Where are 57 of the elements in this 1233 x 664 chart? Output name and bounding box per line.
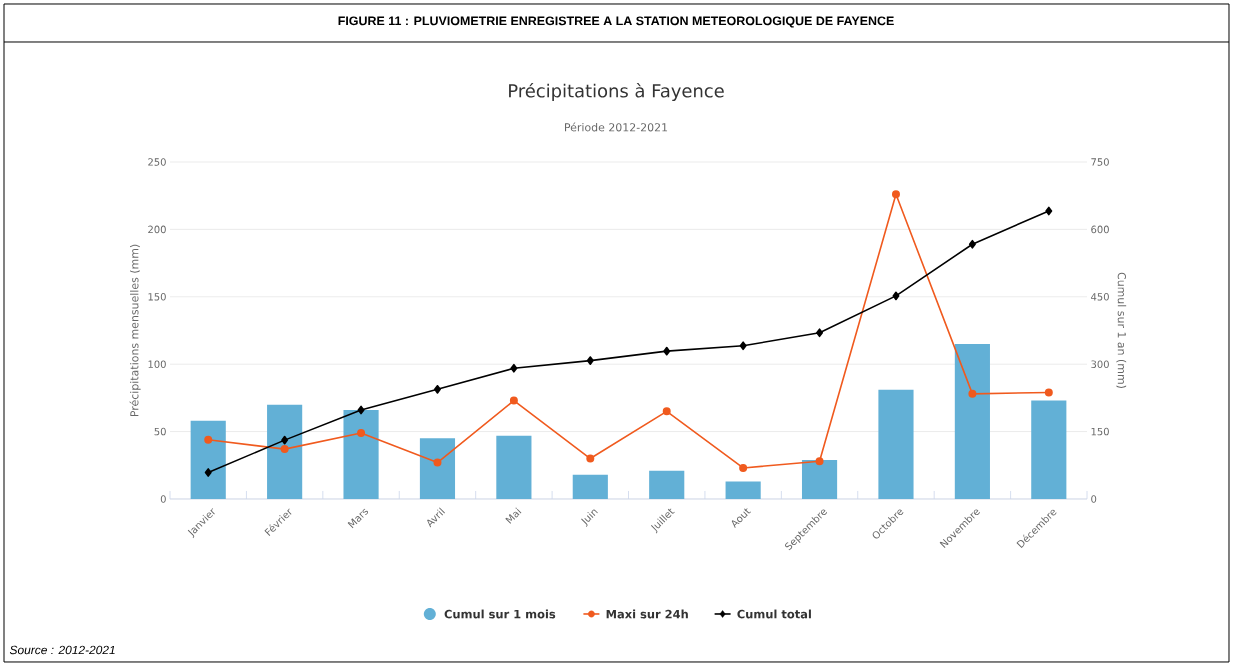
point xyxy=(357,428,366,437)
point xyxy=(509,396,518,405)
point xyxy=(281,435,289,445)
bar xyxy=(649,470,685,499)
bar xyxy=(572,474,608,499)
point xyxy=(510,363,518,373)
bar xyxy=(419,438,456,499)
point xyxy=(204,468,212,477)
y-tick-label: 150 xyxy=(148,293,166,301)
y2-tick-label: 150 xyxy=(1091,427,1109,436)
bar xyxy=(801,459,838,499)
point xyxy=(892,291,900,301)
y-tick-label: 0 xyxy=(160,495,166,503)
y-axis-title: Précipitations mensuelles (mm) xyxy=(129,244,141,417)
y2-tick-label: 450 xyxy=(1091,293,1109,301)
y2-tick-label: 300 xyxy=(1091,360,1109,368)
point xyxy=(280,445,289,454)
point xyxy=(739,463,748,472)
point xyxy=(891,190,900,199)
bar xyxy=(190,420,226,499)
bar xyxy=(267,404,303,499)
point xyxy=(662,407,671,416)
point xyxy=(204,435,213,444)
caption: FIGURE 11 : PLUVIOMETRIE ENREGISTREE A LA STATION METEOROLOGIQUE DE FAYENCE xyxy=(338,16,894,28)
y-tick-label: 250 xyxy=(148,158,166,166)
legend-label: Cumul sur 1 mois xyxy=(444,609,556,619)
point xyxy=(433,384,441,394)
y2-tick-label: 0 xyxy=(1091,495,1097,503)
point xyxy=(739,341,747,351)
legend-label: Maxi sur 24h xyxy=(606,609,688,619)
chart-subtitle: Période 2012-2021 xyxy=(565,122,668,132)
bar xyxy=(954,343,990,499)
y-tick-label: 100 xyxy=(148,360,166,368)
bar xyxy=(878,389,914,499)
point xyxy=(433,458,442,467)
point xyxy=(1044,388,1053,397)
source-note: Source : 2012-2021 xyxy=(9,645,115,655)
point xyxy=(663,346,671,356)
y2-tick-label: 600 xyxy=(1091,225,1109,234)
point xyxy=(357,405,365,415)
point xyxy=(968,389,977,398)
point xyxy=(816,328,824,338)
bar xyxy=(725,481,761,499)
legend-label: Cumul total xyxy=(737,609,811,619)
bar xyxy=(496,435,532,499)
y2-axis-title: Cumul sur 1 an (mm) xyxy=(1116,272,1127,388)
point xyxy=(1045,206,1053,216)
point xyxy=(586,454,595,463)
y-tick-label: 50 xyxy=(154,427,166,436)
bar xyxy=(1031,400,1067,499)
point xyxy=(586,356,594,365)
point xyxy=(815,457,824,466)
y-tick-label: 200 xyxy=(148,225,166,234)
bar xyxy=(343,410,379,499)
chart-title: Précipitations à Fayence xyxy=(509,82,724,102)
y2-tick-label: 750 xyxy=(1091,158,1109,166)
point xyxy=(968,239,976,249)
